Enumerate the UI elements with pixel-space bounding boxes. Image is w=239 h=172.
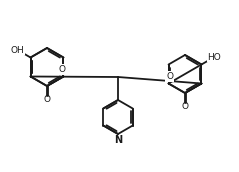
Text: OH: OH — [11, 46, 24, 55]
Text: O: O — [59, 65, 66, 74]
Text: N: N — [114, 135, 122, 145]
Text: O: O — [43, 95, 50, 104]
Text: HO: HO — [207, 52, 221, 62]
Text: O: O — [181, 102, 189, 111]
Text: O: O — [166, 72, 173, 81]
